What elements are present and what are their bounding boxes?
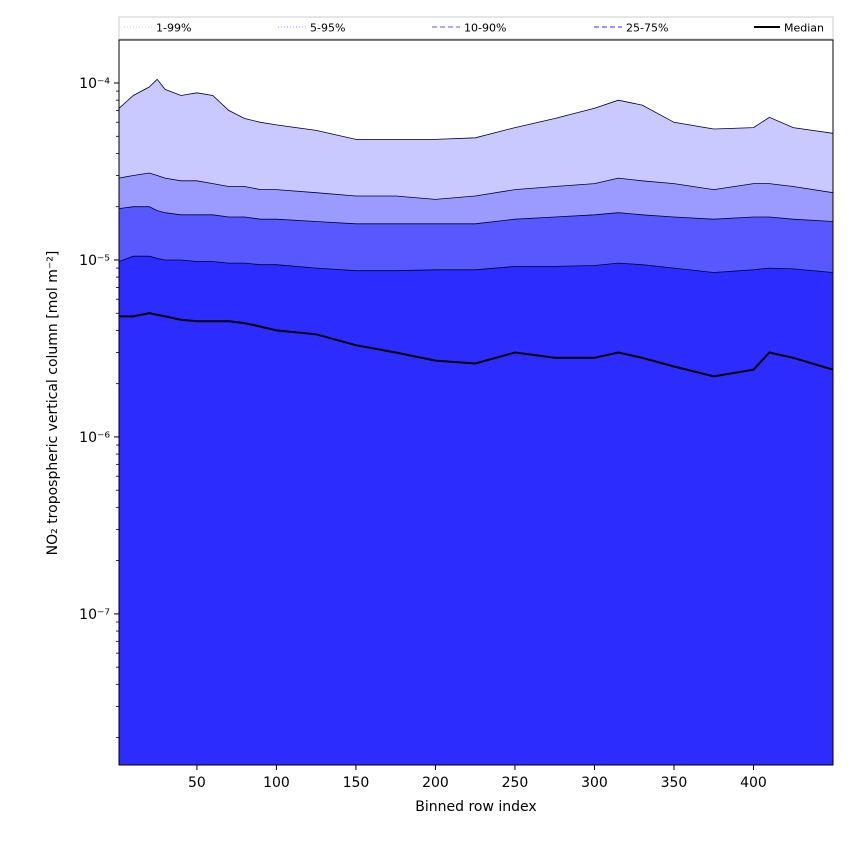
plot-frame (118, 39, 834, 766)
y-axis: 10⁻⁷ 10⁻⁶ 10⁻⁵ 10⁻⁴ (79, 76, 119, 738)
legend-label-0: 1-99% (156, 22, 191, 35)
legend-label-3: 25-75% (626, 22, 668, 35)
band-upper-edge-1 (119, 172, 833, 200)
x-tick-label: 250 (502, 775, 529, 791)
x-tick-label: 50 (188, 775, 206, 791)
x-axis: 50 100 150 200 250 300 350 400 (188, 765, 767, 791)
legend-box (118, 16, 834, 40)
y-tick-label: 10⁻⁵ (79, 253, 110, 269)
median-series (119, 312, 833, 378)
series-bands (119, 78, 833, 765)
x-axis-label: Binned row index (415, 799, 536, 815)
legend-label-1: 5-95% (310, 22, 345, 35)
band-upper-edge-2 (119, 206, 833, 225)
legend-label-2: 10-90% (464, 22, 506, 35)
x-tick-label: 100 (263, 775, 290, 791)
y-axis-label: NO₂ tropospheric vertical column [mol m⁻… (45, 251, 61, 556)
band-3 (119, 256, 833, 765)
y-tick-label: 10⁻⁴ (79, 76, 110, 92)
x-tick-label: 400 (740, 775, 767, 791)
band-upper-edge-3 (119, 255, 833, 273)
x-tick-label: 200 (422, 775, 449, 791)
x-tick-label: 300 (581, 775, 608, 791)
x-tick-label: 150 (343, 775, 370, 791)
median-line (119, 312, 833, 378)
y-tick-label: 10⁻⁶ (79, 430, 110, 446)
x-tick-label: 350 (661, 775, 688, 791)
legend-label-4: Median (784, 22, 824, 35)
band-upper-edge-0 (119, 78, 833, 140)
y-tick-label: 10⁻⁷ (79, 607, 110, 623)
legend: 1-99% 5-95% 10-90% 25-75% Median (118, 16, 834, 40)
